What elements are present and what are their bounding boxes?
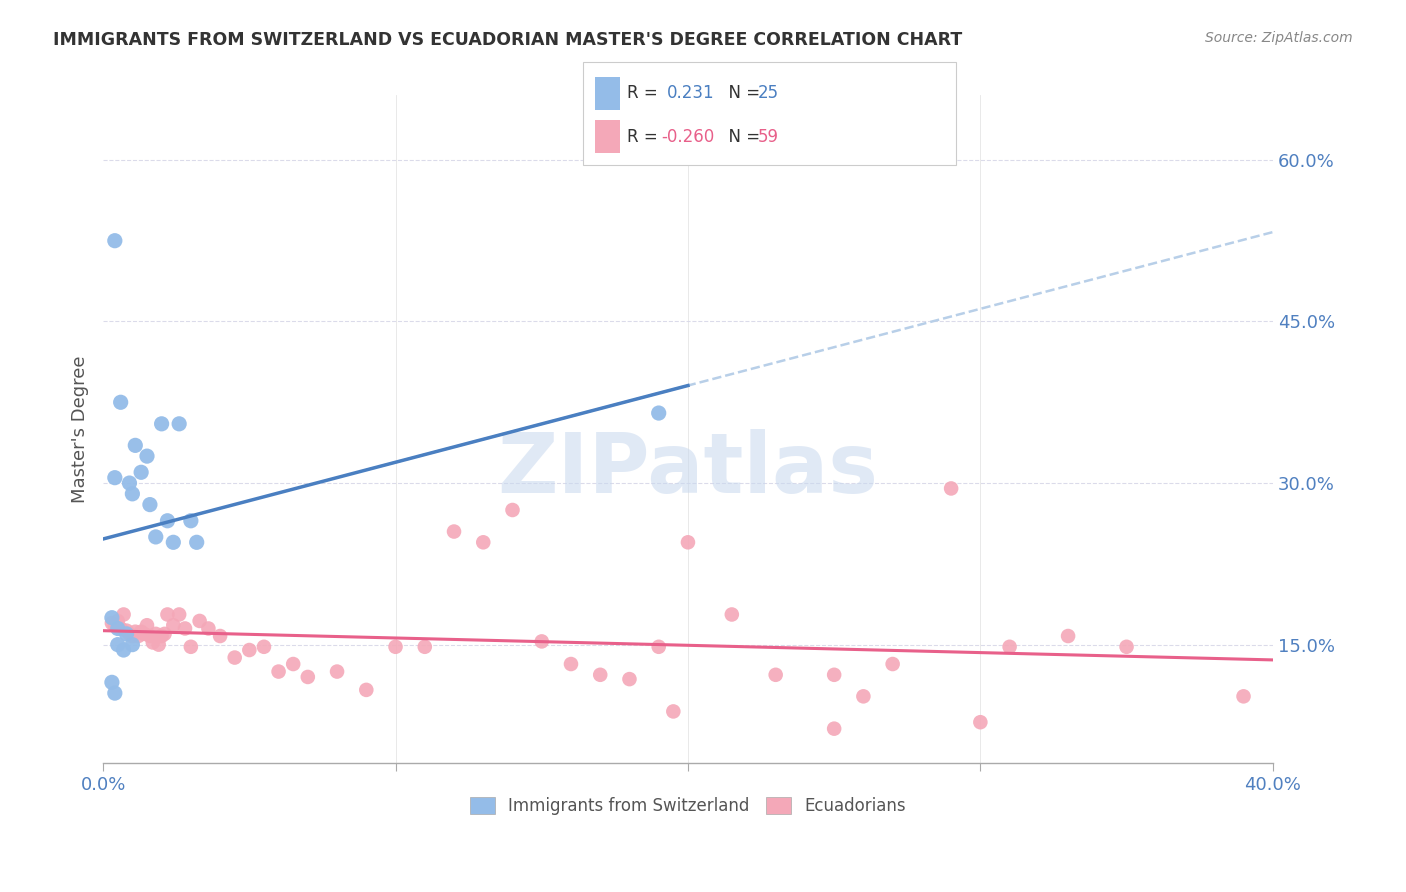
Text: R =: R = (627, 84, 668, 103)
Point (101, 611, 124, 625)
Point (150, 417, 173, 431)
Point (162, 535, 184, 549)
Text: R =: R = (627, 128, 664, 146)
Point (852, 690, 875, 704)
Point (145, 530, 167, 544)
Point (326, 665, 349, 679)
Point (297, 670, 319, 684)
Point (167, 417, 190, 431)
Text: 59: 59 (758, 128, 779, 146)
Point (104, 686, 127, 700)
Point (150, 629, 173, 643)
Point (153, 627, 176, 641)
Point (823, 668, 845, 682)
Point (132, 627, 155, 641)
Point (112, 607, 135, 622)
Point (107, 622, 129, 636)
Point (148, 638, 170, 652)
Point (101, 675, 124, 690)
Point (283, 657, 305, 671)
Point (121, 638, 143, 652)
Point (356, 682, 378, 697)
Point (180, 514, 202, 528)
Point (118, 627, 141, 641)
Point (472, 535, 495, 549)
Point (1115, 640, 1137, 654)
Point (939, 482, 962, 496)
Text: 25: 25 (758, 84, 779, 103)
Point (1232, 690, 1254, 704)
Point (136, 449, 159, 463)
Text: 0.231: 0.231 (666, 84, 714, 103)
Point (823, 722, 845, 736)
Point (238, 643, 260, 657)
Point (443, 524, 465, 539)
Point (104, 471, 127, 485)
Point (110, 622, 132, 636)
Point (619, 672, 641, 686)
Point (124, 438, 146, 452)
Point (647, 640, 669, 654)
Point (139, 629, 162, 643)
Point (998, 640, 1021, 654)
Point (969, 715, 991, 730)
Text: IMMIGRANTS FROM SWITZERLAND VS ECUADORIAN MASTER'S DEGREE CORRELATION CHART: IMMIGRANTS FROM SWITZERLAND VS ECUADORIA… (53, 31, 963, 49)
Point (145, 627, 167, 641)
Point (139, 498, 162, 512)
Point (167, 607, 190, 622)
Point (104, 234, 127, 248)
Point (121, 629, 143, 643)
Point (253, 640, 276, 654)
Point (156, 514, 179, 528)
Point (676, 535, 699, 549)
Point (502, 503, 524, 517)
Point (115, 624, 138, 638)
Point (224, 650, 246, 665)
Point (104, 618, 127, 632)
Point (115, 627, 138, 641)
Point (188, 614, 211, 628)
Point (129, 624, 152, 639)
Text: -0.260: -0.260 (661, 128, 714, 146)
Point (156, 607, 179, 622)
Point (197, 622, 219, 636)
Point (560, 657, 582, 671)
Point (530, 634, 553, 648)
Point (413, 640, 436, 654)
Text: N =: N = (718, 84, 766, 103)
Point (267, 665, 290, 679)
Point (662, 705, 685, 719)
Point (720, 607, 742, 622)
Point (589, 668, 612, 682)
Point (124, 624, 146, 639)
Point (174, 622, 197, 636)
Point (112, 643, 135, 657)
Y-axis label: Master's Degree: Master's Degree (72, 355, 89, 503)
Point (209, 629, 232, 643)
Point (118, 476, 141, 491)
Point (101, 616, 124, 631)
Text: N =: N = (718, 128, 766, 146)
Point (129, 465, 152, 479)
Point (1057, 629, 1080, 643)
Point (127, 629, 149, 643)
Point (142, 635, 165, 649)
Point (121, 487, 143, 501)
Point (136, 618, 159, 632)
Text: Source: ZipAtlas.com: Source: ZipAtlas.com (1205, 31, 1353, 45)
Point (107, 638, 129, 652)
Legend: Immigrants from Switzerland, Ecuadorians: Immigrants from Switzerland, Ecuadorians (463, 790, 912, 822)
Point (882, 657, 904, 671)
Point (647, 406, 669, 420)
Point (110, 395, 132, 409)
Point (162, 618, 184, 632)
Text: ZIPatlas: ZIPatlas (498, 429, 879, 509)
Point (107, 614, 129, 628)
Point (186, 535, 208, 549)
Point (384, 640, 406, 654)
Point (765, 668, 787, 682)
Point (180, 640, 202, 654)
